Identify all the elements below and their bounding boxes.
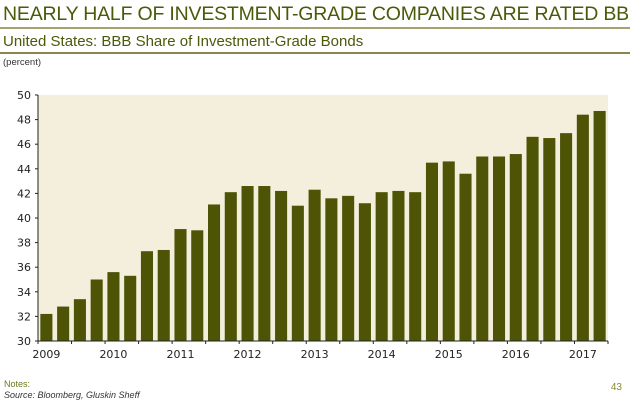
bar [57, 306, 70, 341]
bar [476, 156, 489, 341]
source-note: Source: Bloomberg, Gluskin Sheff [4, 390, 140, 400]
bar [191, 230, 204, 341]
bar [409, 192, 422, 341]
title-divider [0, 27, 630, 29]
bar [157, 249, 170, 341]
bar [291, 205, 304, 341]
x-tick-label: 2012 [234, 348, 262, 361]
y-tick-label: 40 [17, 212, 31, 225]
bar [258, 186, 271, 341]
bar [492, 156, 506, 341]
y-tick-label: 36 [17, 261, 31, 274]
notes-label: Notes: [4, 379, 31, 389]
y-tick-label: 34 [17, 286, 31, 299]
bar [73, 299, 86, 341]
x-tick-label: 2016 [502, 348, 530, 361]
plot-area [38, 95, 608, 341]
bar [107, 272, 120, 341]
bar [90, 279, 103, 341]
bar [325, 198, 338, 341]
bar [140, 251, 154, 341]
x-tick-label: 2014 [368, 348, 396, 361]
page-title: NEARLY HALF OF INVESTMENT-GRADE COMPANIE… [3, 3, 630, 25]
bar [358, 203, 371, 341]
y-tick-label: 50 [17, 89, 31, 102]
y-tick-label: 30 [17, 335, 31, 348]
bar [40, 313, 53, 341]
bar [392, 190, 405, 341]
bar [375, 192, 388, 341]
x-tick-label: 2011 [167, 348, 195, 361]
unit-label: (percent) [3, 57, 42, 68]
y-tick-label: 46 [17, 138, 31, 151]
bar [509, 154, 522, 341]
bar [442, 161, 455, 341]
bar [124, 275, 137, 341]
bar [560, 133, 573, 341]
bar [543, 138, 556, 341]
bar [425, 162, 439, 341]
y-tick-label: 32 [17, 310, 31, 323]
x-tick-label: 2009 [32, 348, 60, 361]
x-tick-label: 2015 [435, 348, 463, 361]
bar [342, 195, 355, 341]
bar [224, 192, 237, 341]
y-tick-label: 42 [17, 187, 31, 200]
bar [308, 189, 321, 341]
bar [593, 110, 606, 342]
bar [576, 114, 589, 342]
y-tick-label: 48 [17, 114, 31, 127]
chart-subtitle: United States: BBB Share of Investment-G… [3, 33, 364, 50]
subtitle-divider [0, 52, 630, 54]
x-tick-label: 2013 [301, 348, 329, 361]
bar [207, 204, 221, 341]
bar [174, 229, 187, 341]
bar [275, 190, 288, 341]
page-number: 43 [610, 382, 622, 393]
bar [241, 186, 254, 341]
bar [526, 136, 539, 341]
y-tick-label: 44 [17, 163, 31, 176]
x-tick-label: 2010 [99, 348, 127, 361]
bar [459, 173, 472, 341]
y-tick-label: 38 [17, 237, 31, 250]
x-tick-label: 2017 [569, 348, 597, 361]
